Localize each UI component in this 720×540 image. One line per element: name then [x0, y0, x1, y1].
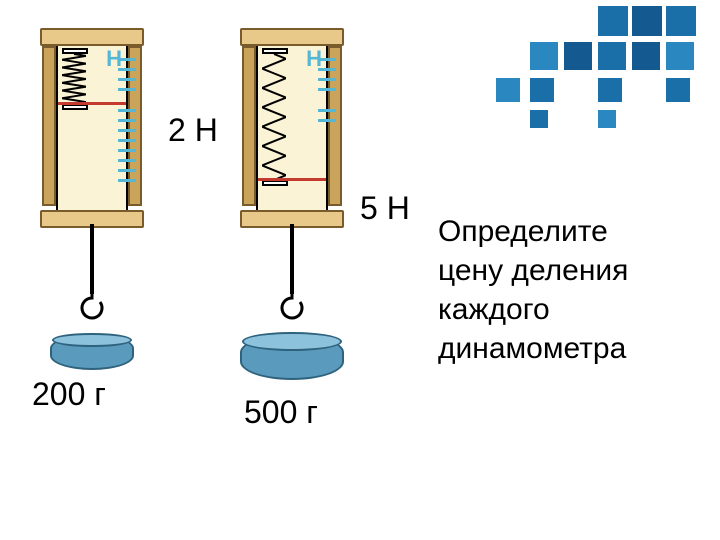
dyn2-spring — [262, 48, 288, 186]
dyn1-indicator — [58, 102, 126, 105]
dyn1-ticks — [118, 58, 138, 189]
dyn1-spring — [62, 48, 88, 110]
dyn2-ticks — [318, 58, 338, 129]
dyn2-reading-label: 5 Н — [360, 190, 410, 227]
dyn2-bracket-top — [240, 28, 344, 46]
decoration-squares — [440, 0, 720, 150]
dyn2-weight — [240, 334, 344, 380]
dyn2-weight-top — [242, 332, 342, 351]
dyn2-hook — [277, 290, 307, 326]
dyn2-weight-label: 500 г — [244, 394, 318, 431]
dyn1-hook — [77, 290, 107, 326]
dyn2-indicator — [258, 178, 326, 181]
dyn1-reading-label: 2 Н — [168, 112, 218, 149]
dyn2-rod — [290, 224, 294, 294]
dyn1-weight — [50, 334, 134, 370]
dyn2-brace-left — [242, 46, 256, 206]
dyn1-weight-top — [52, 333, 132, 347]
dynamometer-2: Н — [240, 28, 344, 388]
dynamometer-1: Н — [40, 28, 144, 388]
dyn1-rod — [90, 224, 94, 294]
dyn1-brace-left — [42, 46, 56, 206]
dyn1-weight-label: 200 г — [32, 376, 106, 413]
task-text: Определитецену делениякаждогодинамометра — [438, 212, 628, 368]
dyn1-bracket-top — [40, 28, 144, 46]
